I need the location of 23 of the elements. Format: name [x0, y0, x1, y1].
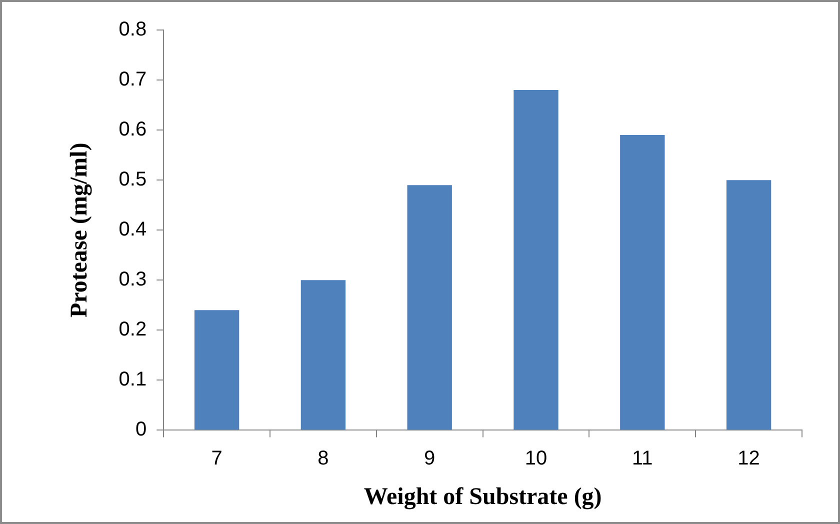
- x-tick-label: 7: [211, 448, 222, 470]
- x-axis-title: Weight of Substrate (g): [364, 484, 602, 510]
- bar: [726, 180, 772, 430]
- bar: [407, 185, 452, 430]
- y-axis-title: Protease (mg/ml): [66, 142, 93, 318]
- y-tick-label: 0.4: [118, 218, 147, 241]
- y-tick-label: 0.6: [118, 118, 147, 141]
- y-tick-label: 0.8: [118, 18, 147, 41]
- y-tick-label: 0.7: [118, 68, 147, 91]
- x-tick-label: 10: [524, 448, 548, 470]
- x-tick-label: 12: [738, 448, 760, 470]
- bar: [194, 310, 240, 430]
- bar: [300, 280, 346, 430]
- y-tick-label: 0.3: [118, 268, 147, 291]
- x-tick-label: 11: [632, 448, 653, 470]
- bar: [514, 90, 558, 430]
- y-tick-label: 0: [135, 418, 147, 441]
- y-tick-label: 0.5: [118, 168, 147, 191]
- x-tick-label: 8: [318, 448, 329, 470]
- y-tick-label: 0.2: [118, 318, 147, 341]
- bar: [620, 135, 665, 430]
- y-tick-label: 0.1: [118, 368, 147, 391]
- x-tick-label: 9: [424, 448, 436, 470]
